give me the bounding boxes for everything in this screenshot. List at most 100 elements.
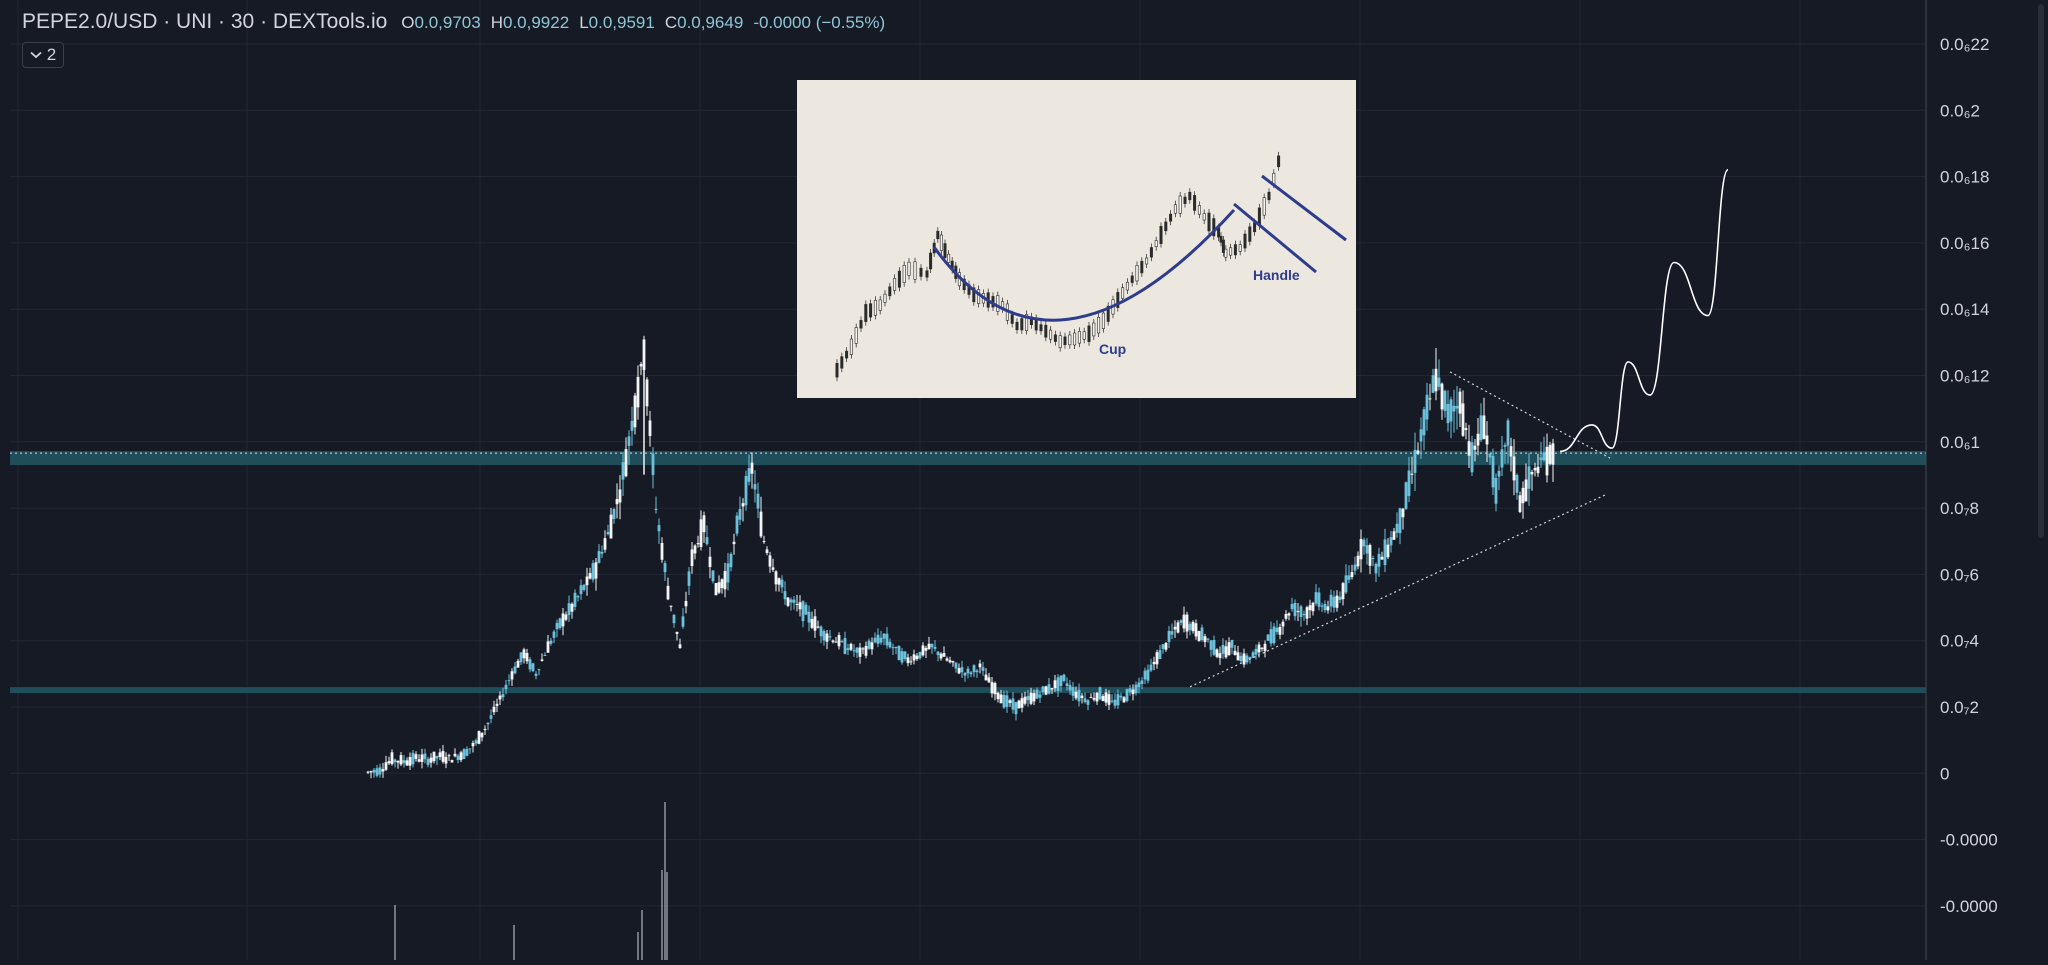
cup-curve — [932, 208, 1236, 322]
inset-candle-body — [1193, 195, 1197, 211]
candle-body — [942, 653, 946, 657]
candle-body — [990, 682, 994, 694]
candle-body — [774, 571, 778, 585]
candle-body — [1095, 692, 1099, 702]
candle-body — [807, 611, 811, 623]
candle-body — [1092, 698, 1096, 700]
candle-body — [933, 646, 937, 649]
price-axis-label: 0.0₆12 — [1940, 367, 1989, 386]
candle-body — [723, 571, 727, 590]
candle-body — [1077, 689, 1081, 702]
symbol-header: PEPE2.0/USD · UNI · 30 · DEXTools.io O0.… — [22, 10, 885, 38]
candle-body — [972, 665, 976, 673]
inset-candle-body — [1010, 314, 1014, 324]
inset-candle-body — [996, 295, 1000, 312]
candle-body — [777, 578, 781, 585]
candle-body — [759, 511, 763, 537]
price-scrollbar[interactable] — [2038, 4, 2044, 538]
cup-and-handle-inset: Handle Cup — [797, 80, 1356, 398]
inset-candle-body — [1135, 265, 1139, 282]
ohlc-high: H0.0,9922 — [490, 13, 570, 32]
candle-body — [450, 760, 454, 763]
candle-body — [381, 769, 385, 772]
candle-body — [462, 749, 466, 760]
candle-body — [1014, 702, 1018, 715]
candle-body — [1533, 468, 1537, 471]
inset-candle-body — [1053, 334, 1057, 342]
candle-body — [546, 641, 550, 653]
candle-body — [1110, 700, 1114, 702]
inset-candle-body — [1092, 322, 1096, 337]
candle-body — [714, 583, 718, 596]
candle-body — [660, 542, 664, 560]
symbol-title: PEPE2.0/USD · UNI · 30 · DEXTools.io — [22, 10, 388, 33]
candle-body — [549, 640, 553, 644]
inset-candle-body — [1212, 218, 1216, 237]
candle-body — [1488, 453, 1492, 458]
candle-body — [1395, 523, 1399, 533]
price-axis-label: 0.0₆18 — [1940, 168, 1989, 187]
candle-body — [1308, 605, 1312, 611]
candle-body — [1368, 545, 1372, 566]
candle-body — [849, 643, 853, 650]
candle-body — [402, 760, 406, 764]
candle-body — [1059, 675, 1063, 687]
candle-body — [1008, 700, 1012, 703]
candle-body — [1263, 643, 1267, 652]
candle-body — [1260, 647, 1264, 649]
inset-candle-body — [1262, 197, 1266, 216]
triangle-upper-line — [1449, 371, 1611, 459]
candle-body — [657, 525, 661, 532]
candle-body — [573, 592, 577, 607]
indicators-toggle-button[interactable]: 2 — [22, 42, 64, 68]
candle-body — [924, 647, 928, 651]
candle-body — [1539, 457, 1543, 461]
inset-candle-body — [1277, 155, 1281, 168]
candle-body — [1119, 695, 1123, 698]
candle-body — [459, 752, 463, 761]
candle-body — [645, 379, 649, 407]
candle-body — [1275, 627, 1279, 632]
inset-candle-body — [1020, 318, 1024, 331]
candle-body — [1524, 479, 1528, 502]
inset-candle-body — [1159, 226, 1163, 244]
candle-body — [1302, 614, 1306, 616]
inset-candle-body — [1154, 240, 1158, 248]
candle-body — [540, 659, 544, 661]
candle-body — [525, 652, 529, 662]
candle-body — [1401, 508, 1405, 518]
candle-body — [627, 436, 631, 446]
candle-body — [1269, 629, 1273, 644]
price-axis-label: 0.0₇2 — [1940, 698, 1979, 717]
inset-candle-body — [1169, 213, 1173, 222]
candle-body — [606, 531, 610, 535]
candle-body — [1464, 428, 1468, 431]
candle-body — [1416, 450, 1420, 454]
candle-body — [636, 376, 640, 408]
candle-body — [1470, 442, 1474, 473]
ohlc-low: L0.0,9591 — [579, 13, 655, 32]
inset-candle-body — [1178, 195, 1182, 214]
price-axis[interactable]: 0.0₆22 0.0₆2 0.0₆18 0.0₆16 0.0₆14 0.0₆12 0.0₆1… — [1925, 0, 2048, 960]
candle-body — [1197, 631, 1201, 642]
candle-body — [1047, 684, 1051, 694]
candle-body — [651, 453, 655, 475]
candle-body — [750, 462, 754, 474]
candle-body — [906, 657, 910, 664]
candle-body — [1386, 544, 1390, 558]
candle-body — [1374, 563, 1378, 574]
inset-candle-body — [849, 338, 853, 355]
candle-body — [438, 752, 442, 758]
candle-body — [1365, 545, 1369, 554]
candle-body — [663, 563, 667, 573]
inset-candle-body — [1058, 335, 1062, 348]
candle-body — [474, 740, 478, 744]
candle-body — [903, 651, 907, 659]
inset-candle-body — [878, 299, 882, 311]
candle-body — [1503, 445, 1507, 447]
candle-body — [915, 655, 919, 660]
inset-candle-body — [883, 293, 887, 303]
candle-body — [1098, 687, 1102, 700]
